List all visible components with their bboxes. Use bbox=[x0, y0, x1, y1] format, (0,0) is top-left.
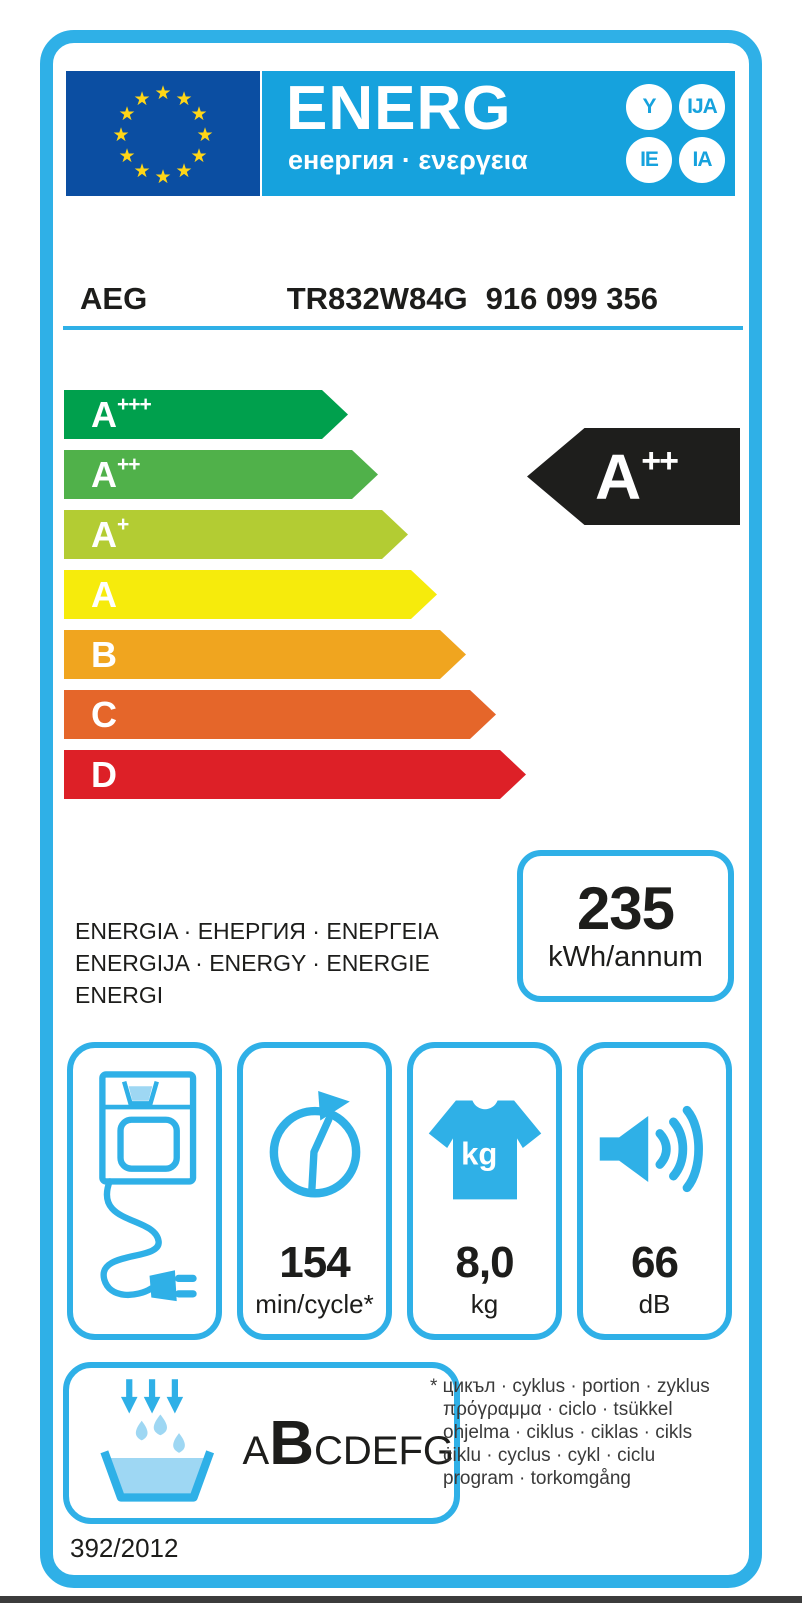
class-arrow-d: D bbox=[64, 750, 526, 799]
dryer-plug-icon bbox=[98, 1071, 197, 1302]
capacity-box: kg 8,0 kg bbox=[407, 1042, 562, 1340]
class-arrow-a2: A ++ bbox=[64, 450, 378, 499]
condensation-class-letters: A B CDEFG bbox=[243, 1408, 454, 1479]
svg-text:★: ★ bbox=[190, 104, 207, 125]
svg-text:★: ★ bbox=[154, 83, 171, 104]
brand-name: AEG bbox=[80, 281, 148, 316]
brand-row: AEG TR832W84G 916 099 356 bbox=[80, 281, 658, 317]
ending-circle: IE bbox=[626, 137, 672, 183]
energ-logo-subtitle: енергия · ενεργεια bbox=[288, 145, 528, 175]
class-letter: C bbox=[91, 693, 117, 735]
class-sup: ++ bbox=[117, 453, 140, 476]
efficiency-scale: A +++ A ++ A + A B C D bbox=[64, 390, 526, 810]
timer-icon bbox=[269, 1090, 360, 1198]
tshirt-kg-label: kg bbox=[461, 1136, 497, 1171]
footnote-line: program · torkomgång bbox=[443, 1468, 631, 1489]
ending-circle: Y bbox=[626, 84, 672, 130]
noise-box: 66 dB bbox=[577, 1042, 732, 1340]
condensation-basin-icon bbox=[100, 1379, 215, 1502]
condensation-letters-before: A bbox=[242, 1428, 270, 1473]
energy-words: ENERGIA · ЕНЕРГИЯ · ΕΝΕΡΓΕΙΑ ENERGIJA · … bbox=[75, 915, 439, 1011]
class-arrow-a3: A +++ bbox=[64, 390, 348, 439]
svg-text:★: ★ bbox=[112, 125, 129, 146]
class-letter: A bbox=[91, 453, 117, 495]
class-letter: A bbox=[91, 513, 117, 555]
footnote-line: ċiklu · cyclus · cykl · ciclu bbox=[443, 1445, 656, 1466]
cycle-time-value: 154 bbox=[279, 1238, 350, 1287]
annual-consumption-value: 235 bbox=[576, 874, 675, 942]
cycle-footnote: * цикъл · cyklus · portion · zyklus πρόγ… bbox=[430, 1375, 750, 1490]
rating-sup: ++ bbox=[641, 441, 679, 480]
annual-consumption-unit: kWh/annum bbox=[548, 940, 703, 973]
ending-circle: IA bbox=[679, 137, 725, 183]
svg-text:★: ★ bbox=[133, 161, 150, 182]
footnote-line: * цикъл · cyklus · portion · zyklus bbox=[430, 1376, 710, 1397]
eu-stars: ★ ★ ★ ★ ★ ★ ★ ★ ★ ★ ★ ★ bbox=[112, 83, 213, 188]
tshirt-icon: kg bbox=[428, 1100, 541, 1199]
svg-text:★: ★ bbox=[196, 125, 213, 146]
svg-text:★: ★ bbox=[154, 167, 171, 188]
rating-letter: A bbox=[595, 440, 642, 513]
energy-words-line: ENERGIJA · ENERGY · ENERGIE bbox=[75, 950, 430, 976]
language-ending-circles: Y IJA IE IA bbox=[626, 84, 725, 183]
condensation-box: A B CDEFG bbox=[63, 1362, 460, 1524]
class-arrow-b: B bbox=[64, 630, 466, 679]
class-arrow-c: C bbox=[64, 690, 496, 739]
svg-text:★: ★ bbox=[133, 89, 150, 110]
svg-text:★: ★ bbox=[118, 104, 135, 125]
class-letter: A bbox=[91, 573, 117, 615]
regulation-number: 392/2012 bbox=[70, 1533, 179, 1563]
svg-text:★: ★ bbox=[175, 161, 192, 182]
header-divider bbox=[63, 326, 743, 330]
model-name: TR832W84G bbox=[286, 281, 468, 316]
class-sup: +++ bbox=[117, 393, 151, 416]
model-number: 916 099 356 bbox=[485, 281, 658, 316]
eu-flag: ★ ★ ★ ★ ★ ★ ★ ★ ★ ★ ★ ★ bbox=[66, 71, 260, 196]
class-letter: D bbox=[91, 753, 117, 795]
capacity-value: 8,0 bbox=[455, 1238, 514, 1287]
ending-circle: IJA bbox=[679, 84, 725, 130]
noise-value: 66 bbox=[631, 1238, 679, 1287]
svg-text:★: ★ bbox=[118, 146, 135, 167]
class-arrow-a: A bbox=[64, 570, 437, 619]
class-letter: B bbox=[91, 633, 117, 675]
svg-text:★: ★ bbox=[175, 89, 192, 110]
cycle-time-unit: min/cycle* bbox=[255, 1289, 374, 1319]
class-arrow-a1: A + bbox=[64, 510, 408, 559]
energy-words-line: ENERGI bbox=[75, 982, 164, 1008]
svg-text:★: ★ bbox=[190, 146, 207, 167]
energ-logo-panel: ENERG енергия · ενεργεια Y IJA IE IA bbox=[262, 71, 735, 196]
class-sup: + bbox=[117, 513, 129, 536]
energy-label: ★ ★ ★ ★ ★ ★ ★ ★ ★ ★ ★ ★ ENERG енергия · … bbox=[40, 30, 762, 1588]
dryer-plug-box bbox=[67, 1042, 222, 1340]
class-letter: A bbox=[91, 393, 117, 435]
condensation-letters-after: CDEFG bbox=[314, 1428, 454, 1473]
noise-unit: dB bbox=[638, 1289, 671, 1319]
cycle-time-box: 154 min/cycle* bbox=[237, 1042, 392, 1340]
bottom-band bbox=[0, 1596, 802, 1603]
energ-logo: ENERG bbox=[286, 74, 512, 143]
rating-arrow: A ++ bbox=[527, 428, 740, 525]
speaker-icon bbox=[599, 1105, 703, 1192]
footnote-line: ohjelma · ciklus · ciklas · cikls bbox=[443, 1422, 693, 1443]
footnote-line: πρόγραμμα · ciclo · tsükkel bbox=[443, 1399, 673, 1420]
condensation-class-highlight: B bbox=[269, 1408, 314, 1478]
energy-words-line: ENERGIA · ЕНЕРГИЯ · ΕΝΕΡΓΕΙΑ bbox=[75, 918, 439, 944]
annual-consumption-box: 235 kWh/annum bbox=[517, 850, 734, 1002]
capacity-unit: kg bbox=[470, 1289, 499, 1319]
